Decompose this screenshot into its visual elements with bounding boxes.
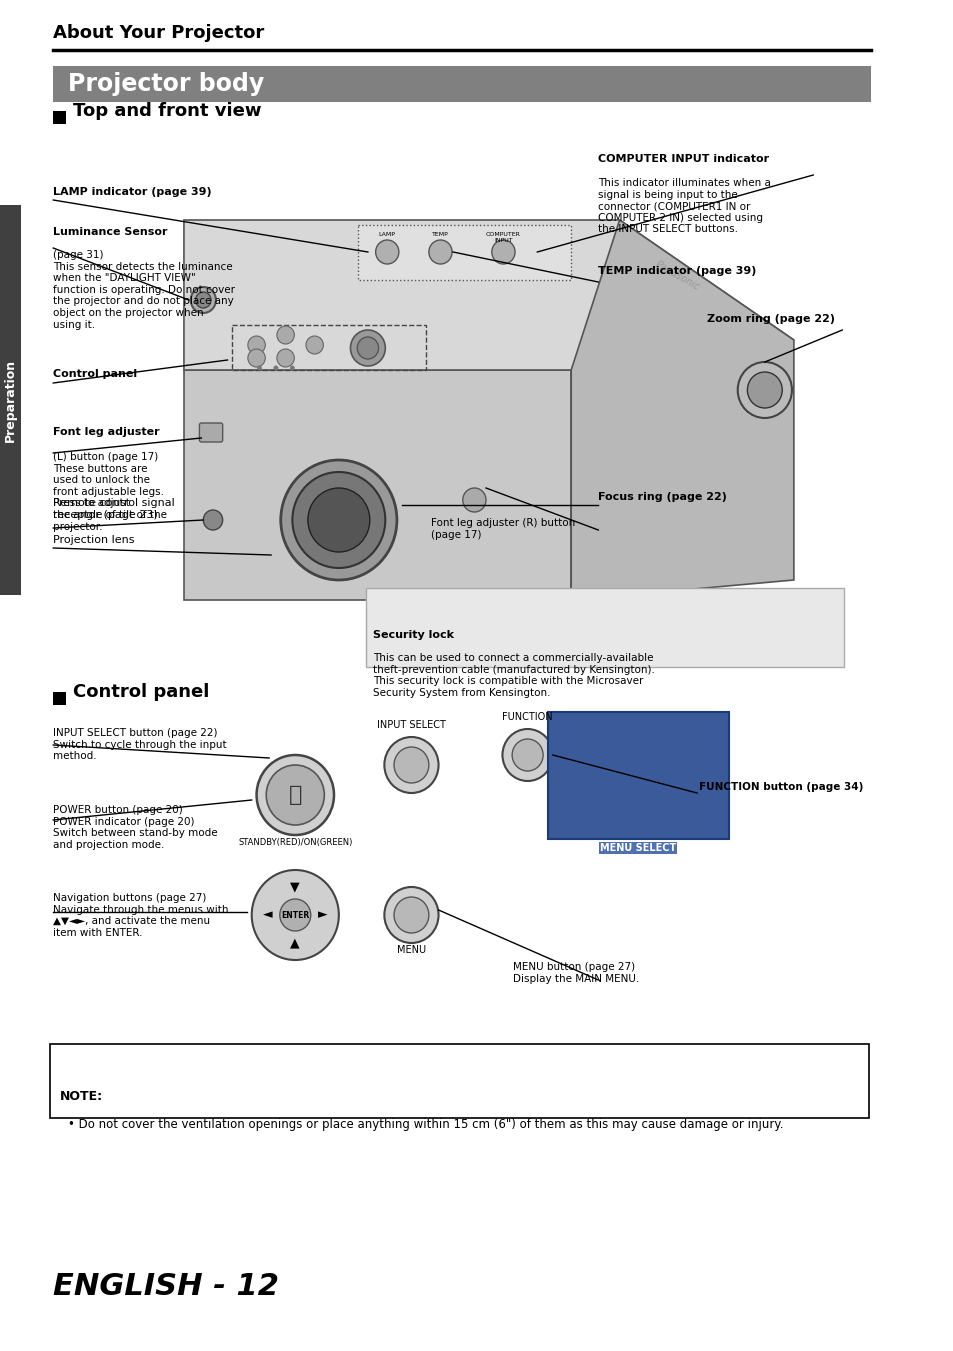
Circle shape xyxy=(290,366,294,370)
Text: ENGLISH - 12: ENGLISH - 12 xyxy=(53,1273,279,1301)
Text: (page 31)
This sensor detects the luminance
when the "DAYLIGHT VIEW"
function is: (page 31) This sensor detects the lumina… xyxy=(53,250,235,330)
Circle shape xyxy=(280,459,396,580)
Circle shape xyxy=(256,366,262,370)
Circle shape xyxy=(394,747,429,784)
Polygon shape xyxy=(184,220,793,370)
Text: ►: ► xyxy=(317,908,327,921)
Text: Top and front view: Top and front view xyxy=(72,101,261,120)
Text: POWER button (page 20)
POWER indicator (page 20)
Switch between stand-by mode
an: POWER button (page 20) POWER indicator (… xyxy=(53,805,217,850)
Text: MENU SELECT: MENU SELECT xyxy=(599,843,676,852)
Text: • PICTURE MODE: • PICTURE MODE xyxy=(553,909,630,917)
Text: • AUTO  SETUP: • AUTO SETUP xyxy=(553,892,620,901)
Circle shape xyxy=(248,349,265,367)
Circle shape xyxy=(502,730,552,781)
FancyBboxPatch shape xyxy=(51,1044,868,1119)
Circle shape xyxy=(308,488,370,553)
Text: LAMP indicator (page 39): LAMP indicator (page 39) xyxy=(53,186,212,197)
Circle shape xyxy=(274,366,278,370)
Circle shape xyxy=(276,326,294,345)
Text: Luminance Sensor: Luminance Sensor xyxy=(53,227,168,236)
Text: (DEFAULT): (DEFAULT) xyxy=(553,875,604,884)
Text: This can be used to connect a commercially-available
theft-prevention cable (man: This can be used to connect a commercial… xyxy=(373,653,654,698)
Circle shape xyxy=(746,372,781,408)
FancyBboxPatch shape xyxy=(53,692,66,705)
Circle shape xyxy=(375,240,398,263)
Text: • FREEZE: • FREEZE xyxy=(553,925,596,935)
FancyBboxPatch shape xyxy=(0,205,21,594)
Text: • Do not cover the ventilation openings or place anything within 15 cm (6") of t: • Do not cover the ventilation openings … xyxy=(68,1119,782,1131)
Circle shape xyxy=(191,286,215,313)
Text: FUNCTION: FUNCTION xyxy=(502,712,553,721)
Text: Projector body: Projector body xyxy=(68,72,264,96)
Text: Panasonic: Panasonic xyxy=(653,258,700,292)
Text: STANDBY(RED)/ON(GREEN): STANDBY(RED)/ON(GREEN) xyxy=(238,838,352,847)
Text: ⏻: ⏻ xyxy=(289,785,302,805)
FancyBboxPatch shape xyxy=(366,588,843,667)
Text: ◄: ◄ xyxy=(263,908,273,921)
Text: Control panel: Control panel xyxy=(53,369,137,380)
Text: Navigation buttons (page 27)
Navigate through the menus with
▲▼◄►, and activate : Navigation buttons (page 27) Navigate th… xyxy=(53,893,229,938)
Circle shape xyxy=(462,488,485,512)
Text: COMPUTER
INPUT: COMPUTER INPUT xyxy=(485,232,520,243)
Text: FUNCTION button (page 34): FUNCTION button (page 34) xyxy=(699,782,862,792)
Text: Font leg adjuster (R) button
(page 17): Font leg adjuster (R) button (page 17) xyxy=(431,519,575,540)
Text: LAMP: LAMP xyxy=(378,232,395,236)
Text: (L) button (page 17)
These buttons are
used to unlock the
front adjustable legs.: (L) button (page 17) These buttons are u… xyxy=(53,453,167,531)
Text: Projection lens: Projection lens xyxy=(53,535,134,544)
Text: COMPUTER INPUT indicator: COMPUTER INPUT indicator xyxy=(598,154,769,163)
Circle shape xyxy=(429,240,452,263)
Circle shape xyxy=(256,755,334,835)
FancyBboxPatch shape xyxy=(199,423,222,442)
Text: MENU: MENU xyxy=(396,944,426,955)
Text: Focus ring (page 22): Focus ring (page 22) xyxy=(598,492,726,503)
Circle shape xyxy=(492,240,515,263)
Circle shape xyxy=(394,897,429,934)
Circle shape xyxy=(350,330,385,366)
Polygon shape xyxy=(184,370,571,600)
Text: Security lock: Security lock xyxy=(373,630,454,640)
Text: About Your Projector: About Your Projector xyxy=(53,24,264,42)
FancyBboxPatch shape xyxy=(53,66,870,101)
Text: ▲: ▲ xyxy=(290,936,300,950)
Circle shape xyxy=(279,898,311,931)
Polygon shape xyxy=(571,220,793,600)
Text: ▼: ▼ xyxy=(290,881,300,893)
Text: • INDEX WINDOW: • INDEX WINDOW xyxy=(553,943,633,952)
Circle shape xyxy=(356,336,378,359)
Text: This indicator illuminates when a
signal is being input to the
connector (COMPUT: This indicator illuminates when a signal… xyxy=(598,178,770,235)
Circle shape xyxy=(384,738,438,793)
Text: Font leg adjuster: Font leg adjuster xyxy=(53,427,160,436)
Text: TEMP indicator (page 39): TEMP indicator (page 39) xyxy=(598,266,756,276)
Polygon shape xyxy=(357,226,571,280)
Text: INPUT SELECT: INPUT SELECT xyxy=(376,720,445,730)
Text: Zoom ring (page 22): Zoom ring (page 22) xyxy=(706,313,834,324)
Text: Control panel: Control panel xyxy=(72,684,209,701)
Circle shape xyxy=(195,292,211,308)
Circle shape xyxy=(276,349,294,367)
Circle shape xyxy=(292,471,385,567)
Circle shape xyxy=(248,336,265,354)
Circle shape xyxy=(203,509,222,530)
Text: NOTE:: NOTE: xyxy=(60,1090,103,1102)
Text: Preparation: Preparation xyxy=(4,358,17,442)
Circle shape xyxy=(252,870,338,961)
Text: INPUT SELECT button (page 22)
Switch to cycle through the input
method.: INPUT SELECT button (page 22) Switch to … xyxy=(53,728,227,761)
Circle shape xyxy=(512,739,542,771)
Circle shape xyxy=(737,362,791,417)
Text: ENTER: ENTER xyxy=(281,911,309,920)
FancyBboxPatch shape xyxy=(53,111,66,124)
Text: • SHUTTER: • SHUTTER xyxy=(553,858,603,867)
Circle shape xyxy=(306,336,323,354)
FancyBboxPatch shape xyxy=(547,712,728,839)
Circle shape xyxy=(384,888,438,943)
Text: MENU button (page 27)
Display the MAIN MENU.: MENU button (page 27) Display the MAIN M… xyxy=(513,962,639,984)
Circle shape xyxy=(266,765,324,825)
Text: TEMP: TEMP xyxy=(432,232,449,236)
Text: Remote control signal
receptor (page 23): Remote control signal receptor (page 23) xyxy=(53,499,174,520)
